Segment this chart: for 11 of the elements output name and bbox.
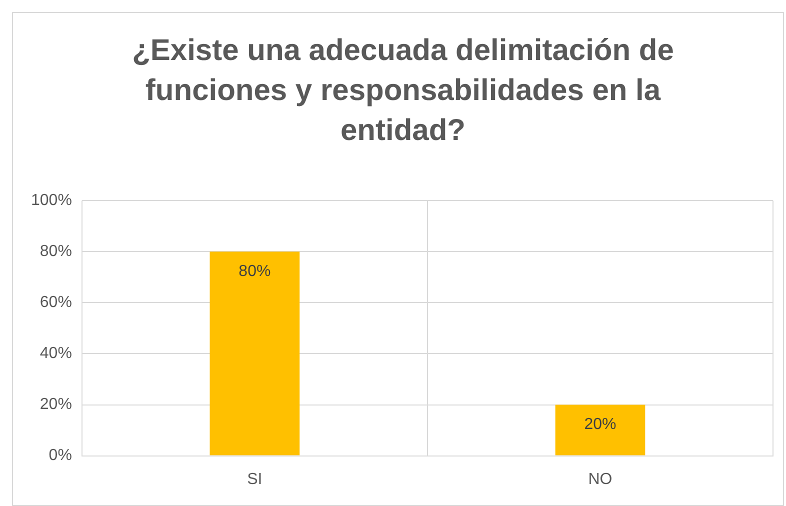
data-label: 80% bbox=[238, 263, 271, 280]
y-tick-label: 0% bbox=[48, 447, 72, 464]
y-tick-label: 40% bbox=[40, 345, 72, 362]
y-tick-label: 20% bbox=[40, 396, 72, 414]
y-tick-label: 80% bbox=[40, 243, 72, 260]
x-tick-label: NO bbox=[588, 470, 612, 488]
chart-title: ¿Existe una adecuada delimitación de funciones y responsabilidades en la entidad? bbox=[131, 33, 675, 149]
y-tick-label: 60% bbox=[40, 294, 72, 312]
data-label: 20% bbox=[584, 416, 616, 434]
y-tick-label: 100% bbox=[31, 192, 72, 210]
x-tick-label: SI bbox=[247, 470, 262, 488]
